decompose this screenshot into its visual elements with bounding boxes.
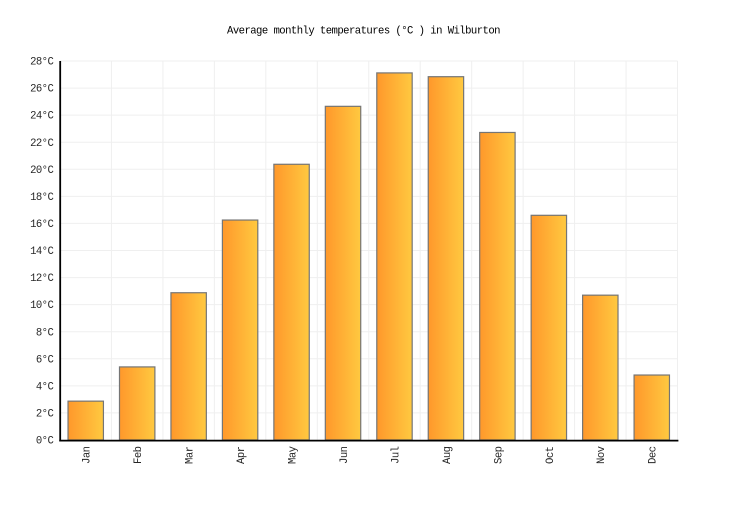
svg-text:16°C: 16°C bbox=[30, 219, 53, 231]
svg-text:2°C: 2°C bbox=[36, 409, 54, 421]
svg-text:18°C: 18°C bbox=[30, 192, 53, 204]
svg-text:Average monthly temperatures (: Average monthly temperatures (°C ) in Wi… bbox=[227, 25, 500, 37]
svg-text:8°C: 8°C bbox=[36, 327, 54, 339]
svg-text:0°C: 0°C bbox=[36, 436, 54, 448]
svg-text:Jan: Jan bbox=[82, 446, 94, 464]
svg-text:Aug: Aug bbox=[442, 446, 454, 464]
svg-text:May: May bbox=[287, 446, 299, 464]
svg-text:28°C: 28°C bbox=[30, 57, 53, 69]
svg-text:6°C: 6°C bbox=[36, 354, 54, 366]
svg-text:Apr: Apr bbox=[236, 446, 248, 464]
svg-text:Sep: Sep bbox=[493, 446, 505, 464]
svg-text:22°C: 22°C bbox=[30, 138, 53, 150]
svg-text:14°C: 14°C bbox=[30, 246, 53, 258]
svg-text:10°C: 10°C bbox=[30, 300, 53, 312]
svg-text:Feb: Feb bbox=[133, 446, 145, 464]
svg-text:26°C: 26°C bbox=[30, 84, 53, 96]
svg-text:12°C: 12°C bbox=[30, 273, 53, 285]
svg-text:20°C: 20°C bbox=[30, 165, 53, 177]
svg-text:24°C: 24°C bbox=[30, 111, 53, 123]
svg-text:Oct: Oct bbox=[545, 446, 557, 464]
svg-text:Mar: Mar bbox=[185, 446, 197, 464]
svg-text:Jun: Jun bbox=[339, 446, 351, 464]
svg-text:Nov: Nov bbox=[596, 446, 608, 464]
svg-text:Dec: Dec bbox=[648, 446, 660, 464]
svg-text:4°C: 4°C bbox=[36, 381, 54, 393]
svg-text:Jul: Jul bbox=[390, 446, 402, 464]
